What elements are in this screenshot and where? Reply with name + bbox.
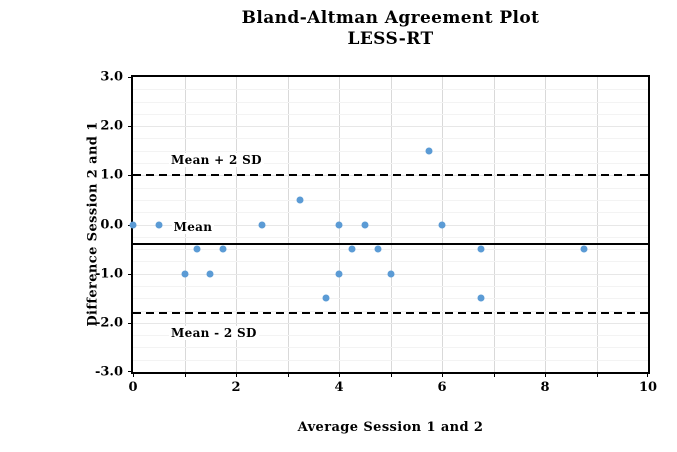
horizontal-gridline [133,359,648,361]
data-point [425,147,433,155]
y-tick-label: 1.0 [100,167,123,183]
upper-loa-line [133,174,648,177]
y-tick-label: 0.0 [100,217,123,232]
data-point [181,270,188,278]
y-tick-mark [128,77,131,78]
data-point [258,221,266,228]
horizontal-gridline [133,249,648,251]
upper-loa-label: Mean + 2 SD [169,152,264,167]
x-tick-mark [236,374,237,377]
y-tick-mark [128,371,131,372]
data-point [348,245,356,253]
data-point [206,270,214,278]
horizontal-gridline [133,212,648,214]
y-tick-label: 2.0 [100,118,123,134]
horizontal-gridline [133,126,648,128]
mean-line [133,243,648,246]
x-tick-label: 2 [231,380,241,395]
x-axis-title: Average Session 1 and 2 [297,420,484,435]
y-tick-label: -1.0 [94,266,123,282]
horizontal-gridline [133,224,648,226]
data-point [296,196,304,204]
x-tick-mark [390,374,392,377]
data-point [438,221,446,228]
data-point [580,245,588,253]
data-point [219,245,227,253]
horizontal-gridline [133,187,648,189]
x-tick-label: 4 [334,380,344,395]
data-point [387,270,394,278]
horizontal-gridline [133,261,648,263]
lower-loa-label: Mean - 2 SD [169,325,259,340]
horizontal-gridline [133,163,648,165]
horizontal-gridline [133,310,648,312]
horizontal-gridline [133,347,648,349]
horizontal-gridline [133,298,648,300]
y-tick-label: -2.0 [94,315,123,331]
x-tick-label: 10 [638,380,658,395]
horizontal-gridline [133,285,648,287]
data-point [477,294,485,302]
data-point [129,221,137,228]
horizontal-gridline [133,335,648,337]
data-point [155,221,163,228]
y-tick-label: 3.0 [100,69,123,85]
plot-area: Mean + 2 SD Mean Mean - 2 SD 0 2 4 6 8 10 3.0 2.0 1… [95,70,657,396]
data-point [193,245,201,253]
data-point [322,294,330,302]
x-tick-mark [545,374,546,377]
x-tick-mark [442,374,443,377]
x-tick-mark [493,374,495,377]
data-point [361,221,369,228]
data-point [374,245,382,253]
mean-label: Mean [171,219,215,234]
x-tick-mark [647,374,648,377]
horizontal-gridline [133,138,648,140]
horizontal-gridline [133,101,648,103]
horizontal-gridline [133,113,648,115]
x-tick-label: 0 [128,380,138,395]
y-tick-mark [128,322,131,324]
chart-title-line2: LESS-RT [347,29,434,49]
x-tick-label: 6 [437,380,447,395]
y-tick-mark [128,273,131,275]
data-point [335,221,343,228]
horizontal-gridline [133,199,648,201]
horizontal-gridline [133,236,648,238]
y-tick-mark [128,126,131,128]
horizontal-gridline [133,322,648,324]
x-tick-mark [339,374,340,377]
lower-loa-line [133,312,648,314]
chart-title-line1: Bland-Altman Agreement Plot [241,8,540,28]
x-tick-mark [287,374,289,377]
horizontal-gridline [133,89,648,91]
x-tick-label: 8 [540,380,550,395]
data-point [335,270,343,278]
y-tick-mark [128,175,131,177]
x-tick-mark [133,374,134,377]
x-tick-mark [184,374,186,377]
y-tick-label: -3.0 [94,364,123,380]
data-point [477,245,485,253]
chart-title: Bland-Altman Agreement Plot LESS-RT [131,8,650,50]
horizontal-gridline [133,150,648,152]
x-tick-mark [596,374,598,377]
